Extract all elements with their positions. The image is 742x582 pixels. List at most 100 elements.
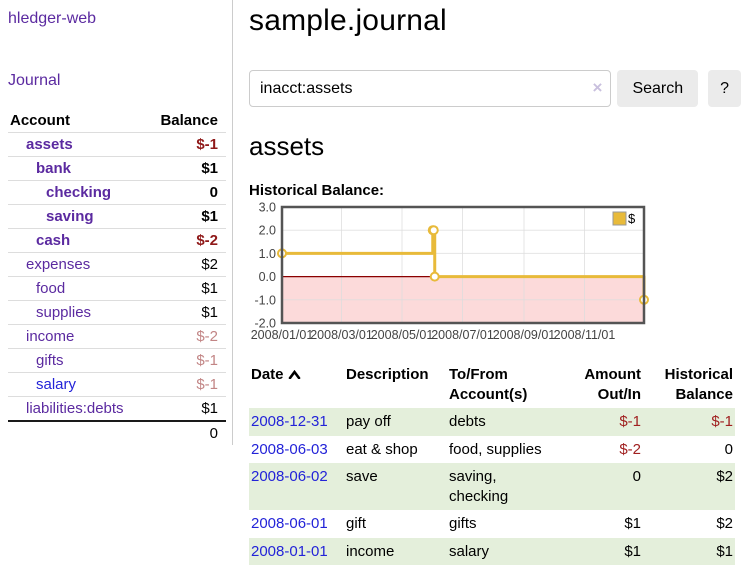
register-row: 2008-12-31 pay off debts $-1 $-1: [249, 408, 735, 436]
account-row: bank $1: [8, 156, 226, 181]
brand-link[interactable]: hledger-web: [8, 10, 97, 27]
account-row: supplies $1: [8, 300, 226, 325]
account-link[interactable]: assets: [26, 136, 73, 153]
account-balance: $-1: [146, 132, 226, 157]
accounts-header-balance: Balance: [146, 109, 226, 133]
register-table: Date Description To/From Account(s) Amou…: [249, 363, 735, 565]
account-balance: $2: [146, 252, 226, 277]
account-row: liabilities:debts $1: [8, 396, 226, 422]
account-balance: $-2: [146, 324, 226, 349]
account-row: saving $1: [8, 204, 226, 229]
register-row: 2008-06-02 save saving, checking 0 $2: [249, 463, 735, 510]
account-balance: $1: [146, 156, 226, 181]
account-balance: $1: [146, 300, 226, 325]
accounts-total-value: 0: [8, 420, 226, 445]
chart-svg: 3.0 2.0 1.0 0.0 -1.0 -2.02008/01/012008/03/01…: [251, 201, 649, 342]
account-row: food $1: [8, 276, 226, 301]
account-page-title: assets: [249, 131, 325, 161]
account-balance: $1: [146, 204, 226, 229]
transaction-date-link[interactable]: 2008-01-01: [251, 542, 328, 560]
account-balance: 0: [146, 180, 226, 205]
transaction-description: eat & shop: [346, 440, 418, 458]
app: hledger-web Journal Account Balance asse…: [0, 0, 742, 565]
account-row: income $-2: [8, 324, 226, 349]
svg-text:3.0: 3.0: [259, 201, 276, 215]
register-header-accounts: To/From Account(s): [449, 366, 528, 403]
transaction-date-link[interactable]: 2008-06-02: [251, 468, 328, 485]
account-link[interactable]: checking: [46, 184, 112, 201]
account-row: expenses $2: [8, 252, 226, 277]
transaction-description: pay off: [344, 408, 447, 436]
transaction-accounts: gifts: [449, 515, 477, 532]
account-link[interactable]: salary: [36, 376, 77, 393]
transaction-accounts: salary: [447, 537, 551, 565]
transaction-description: gift: [346, 515, 367, 532]
account-link[interactable]: liabilities:debts: [26, 400, 124, 417]
transaction-date-link[interactable]: 2008-06-03: [251, 440, 328, 458]
svg-text:2008/01/01: 2008/01/01: [251, 328, 314, 342]
chart-label: Historical Balance:: [249, 182, 385, 199]
register-header-amount: Amount Out/In: [584, 366, 641, 403]
register-header-balance: Historical Balance: [664, 366, 733, 403]
svg-text:2008/07/01: 2008/07/01: [431, 328, 494, 342]
transaction-description: income: [344, 537, 447, 565]
svg-text:-2.0: -2.0: [254, 317, 276, 331]
main-content: sample.journal × Search ? assets Histori…: [233, 0, 742, 565]
account-link[interactable]: income: [26, 328, 75, 345]
account-link[interactable]: supplies: [36, 304, 92, 321]
account-link[interactable]: saving: [46, 208, 94, 225]
transaction-accounts: food, supplies: [449, 440, 542, 458]
svg-text:-1.0: -1.0: [254, 293, 276, 307]
search-form: × Search ?: [249, 70, 741, 107]
account-balance: $1: [146, 396, 226, 422]
transaction-balance: $-1: [643, 408, 735, 436]
transaction-date-link[interactable]: 2008-06-01: [251, 515, 328, 532]
help-button[interactable]: ?: [708, 70, 741, 107]
account-link[interactable]: bank: [36, 160, 72, 177]
svg-text:2.0: 2.0: [259, 224, 276, 238]
transaction-balance: $2: [716, 515, 733, 532]
svg-text:2008/05/01: 2008/05/01: [371, 328, 434, 342]
svg-text:1.0: 1.0: [259, 247, 276, 261]
transaction-description: save: [344, 463, 447, 510]
historical-balance-chart: 3.0 2.0 1.0 0.0 -1.0 -2.0 2008/01/01 2008/03/01…: [249, 201, 651, 343]
transaction-balance: 0: [724, 440, 733, 458]
transaction-amount: 0: [551, 463, 643, 510]
register-header-date[interactable]: Date: [249, 363, 344, 408]
transaction-accounts: saving, checking: [447, 463, 551, 510]
account-link[interactable]: cash: [36, 232, 71, 249]
search-box: ×: [249, 70, 612, 107]
transaction-balance: $1: [643, 537, 735, 565]
clear-search-icon[interactable]: ×: [592, 78, 603, 97]
account-link[interactable]: gifts: [36, 352, 64, 369]
register-row: 2008-06-01 gift gifts $1 $2: [249, 510, 735, 538]
transaction-amount: $-1: [551, 408, 643, 436]
accounts-header-row: Account Balance: [8, 109, 226, 133]
account-row: assets $-1: [8, 132, 226, 157]
register-table-body: 2008-12-31 pay off debts $-1 $-1 2008-06…: [249, 408, 735, 565]
account-balance: $-1: [146, 348, 226, 373]
page-title: sample.journal: [249, 4, 447, 37]
sidebar-item-journal[interactable]: Journal: [8, 72, 61, 89]
account-row: cash $-2: [8, 228, 226, 253]
transaction-amount: $1: [624, 515, 641, 532]
transaction-amount: $-2: [619, 440, 641, 458]
transaction-amount: $1: [551, 537, 643, 565]
accounts-total-row: 0: [8, 420, 226, 445]
register-header-description: Description: [346, 366, 429, 383]
register-row: 2008-01-01 income salary $1 $1: [249, 537, 735, 565]
account-link[interactable]: food: [36, 280, 66, 297]
sort-ascending-icon: [288, 365, 301, 385]
register-header-row: Date Description To/From Account(s) Amou…: [249, 363, 735, 408]
account-row: salary $-1: [8, 372, 226, 397]
svg-text:$: $: [628, 211, 636, 226]
account-row: gifts $-1: [8, 348, 226, 373]
search-input[interactable]: [249, 70, 612, 107]
search-button[interactable]: Search: [617, 70, 699, 107]
svg-text:2008/09/01: 2008/09/01: [493, 328, 556, 342]
account-link[interactable]: expenses: [26, 256, 91, 273]
register-row: 2008-06-03 eat & shop food, supplies $-2…: [249, 436, 735, 464]
transaction-date-link[interactable]: 2008-12-31: [251, 413, 328, 430]
sidebar: hledger-web Journal Account Balance asse…: [0, 0, 233, 445]
account-balance: $-1: [146, 372, 226, 397]
